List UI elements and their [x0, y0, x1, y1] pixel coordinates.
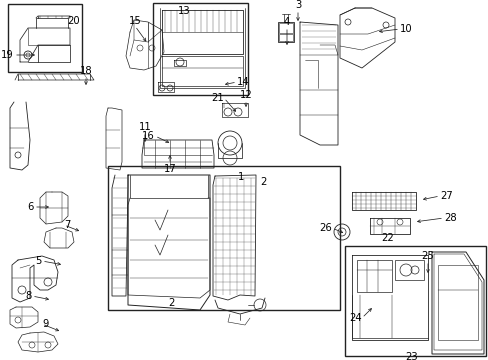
Text: 28: 28: [443, 213, 456, 223]
Text: 3: 3: [294, 0, 301, 10]
Text: 21: 21: [211, 93, 224, 103]
Text: 18: 18: [80, 66, 92, 76]
Text: 14: 14: [237, 77, 249, 87]
Bar: [153, 3, 247, 95]
Text: 16: 16: [142, 131, 155, 141]
Text: 13: 13: [177, 6, 190, 16]
Text: 8: 8: [26, 291, 32, 301]
Bar: [279, 23, 292, 33]
Text: 20: 20: [67, 16, 80, 26]
Bar: [356, 260, 391, 292]
Text: 2: 2: [168, 298, 174, 308]
Bar: [278, 22, 293, 42]
Text: 2: 2: [260, 177, 266, 187]
Text: 19: 19: [1, 50, 14, 60]
Text: 9: 9: [42, 319, 48, 329]
Text: 26: 26: [319, 223, 331, 233]
Bar: [394, 260, 423, 280]
Text: 22: 22: [381, 233, 393, 243]
Text: 5: 5: [36, 256, 42, 266]
Bar: [108, 166, 339, 310]
Text: 7: 7: [64, 220, 70, 230]
Text: 25: 25: [421, 251, 433, 261]
Text: 11: 11: [138, 122, 151, 132]
Text: 23: 23: [405, 352, 417, 360]
Text: 24: 24: [348, 313, 361, 323]
Text: 12: 12: [239, 90, 252, 100]
Text: 17: 17: [163, 164, 176, 174]
Text: 4: 4: [284, 17, 289, 27]
Text: 1: 1: [238, 172, 244, 182]
Text: 6: 6: [27, 202, 34, 212]
Text: 10: 10: [399, 24, 412, 34]
Bar: [345, 246, 485, 356]
Bar: [8, 4, 82, 72]
Bar: [437, 265, 477, 340]
Bar: [279, 34, 292, 41]
Text: 27: 27: [439, 191, 452, 201]
Text: 15: 15: [128, 16, 141, 26]
